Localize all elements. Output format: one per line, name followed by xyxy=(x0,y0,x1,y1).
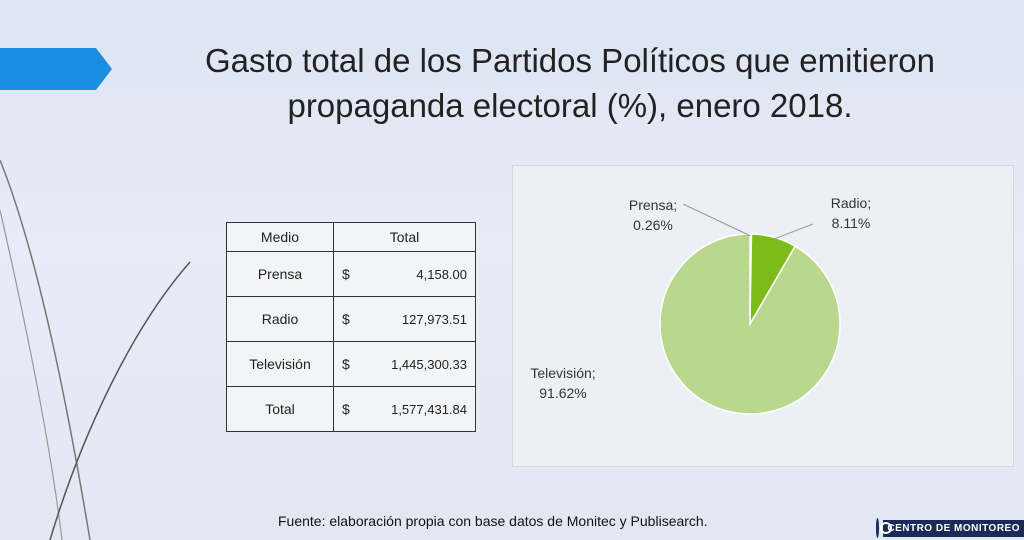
row-medio: Televisión xyxy=(226,341,334,387)
pie-label-radio: Radio; 8.11% xyxy=(831,195,871,231)
pie-label-prensa: Prensa; 0.26% xyxy=(629,197,677,233)
decorative-curve xyxy=(0,159,91,540)
pie-slice-televisión xyxy=(659,233,841,415)
decorative-curve xyxy=(0,209,63,540)
logo-text: CENTRO DE MONITOREO xyxy=(883,519,1024,537)
row-total: 1,445,300.33 xyxy=(363,341,476,387)
table-row: Prensa $ 4,158.00 xyxy=(226,251,476,297)
row-total: 4,158.00 xyxy=(363,251,476,297)
row-medio: Radio xyxy=(226,296,334,342)
row-total: 1,577,431.84 xyxy=(363,386,476,432)
row-medio: Prensa xyxy=(226,251,334,297)
chart-frame: Prensa; 0.26% Radio; 8.11% Televisión; 91.62% xyxy=(512,165,1014,467)
row-medio: Total xyxy=(226,386,334,432)
slide-title: Gasto total de los Partidos Políticos qu… xyxy=(120,38,1020,128)
table-header-row: Medio Total xyxy=(226,222,476,252)
table-row: Radio $ 127,973.51 xyxy=(226,296,476,342)
pie-label-televisión: Televisión; 91.62% xyxy=(530,365,595,401)
spending-table: Medio Total Prensa $ 4,158.00 Radio $ 12… xyxy=(226,222,476,432)
table-row: Televisión $ 1,445,300.33 xyxy=(226,341,476,387)
source-note: Fuente: elaboración propia con base dato… xyxy=(278,513,708,529)
leader-line xyxy=(773,223,814,240)
accent-arrow xyxy=(0,48,112,90)
table-row-total: Total $ 1,577,431.84 xyxy=(226,386,476,432)
row-currency: $ xyxy=(333,251,363,297)
pie-chart: Prensa; 0.26% Radio; 8.11% Televisión; 91.62% xyxy=(530,195,871,415)
row-total: 127,973.51 xyxy=(363,296,476,342)
decorative-curve xyxy=(49,261,191,540)
logo-icon xyxy=(876,518,894,538)
row-currency: $ xyxy=(333,296,363,342)
row-currency: $ xyxy=(333,341,363,387)
leader-line xyxy=(682,203,751,237)
logo: CENTRO DE MONITOREO xyxy=(876,518,1024,538)
title-line-2: propaganda electoral (%), enero 2018. xyxy=(287,87,853,124)
header-total: Total xyxy=(333,222,476,252)
header-medio: Medio xyxy=(226,222,334,252)
title-line-1: Gasto total de los Partidos Políticos qu… xyxy=(204,42,936,79)
row-currency: $ xyxy=(333,386,363,432)
